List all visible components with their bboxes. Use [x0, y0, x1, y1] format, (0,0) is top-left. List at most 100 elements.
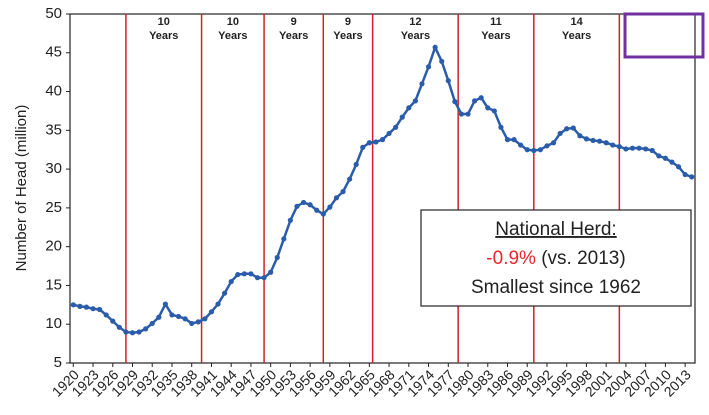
plot-frame — [69, 13, 696, 364]
annotation-comparison: (vs. 2013) — [536, 248, 626, 269]
data-point — [103, 312, 109, 318]
data-point — [682, 171, 688, 178]
data-point — [340, 189, 346, 195]
data-point — [649, 147, 655, 154]
annotation-box — [420, 209, 692, 307]
data-point — [97, 306, 103, 313]
data-point — [472, 98, 478, 104]
data-point — [452, 99, 458, 105]
data-point — [570, 125, 576, 131]
data-point — [597, 138, 603, 144]
data-point — [287, 217, 293, 223]
data-point — [583, 136, 590, 142]
data-point — [406, 105, 412, 111]
data-point — [261, 275, 267, 281]
y-tick-label: 40 — [45, 83, 62, 100]
data-point — [498, 124, 504, 130]
data-point — [629, 145, 636, 151]
y-tick-label: 5 — [54, 354, 62, 371]
data-point — [136, 329, 142, 335]
data-point — [656, 153, 662, 159]
data-point — [129, 330, 136, 336]
annotation-note: Smallest since 1962 — [471, 277, 641, 298]
cycle-years: 9 — [345, 16, 351, 28]
data-point — [281, 236, 287, 242]
annotation-change: -0.9% — [486, 248, 536, 269]
data-point — [333, 195, 340, 201]
data-point — [70, 302, 76, 308]
cycle-unit: Years — [333, 30, 362, 42]
data-point — [412, 98, 418, 104]
data-point — [235, 271, 241, 278]
data-point — [156, 314, 162, 320]
data-point — [636, 145, 642, 151]
cycle-unit: Years — [279, 30, 308, 42]
data-point — [577, 133, 583, 139]
data-point — [386, 130, 392, 137]
y-tick-label: 15 — [45, 276, 62, 293]
data-point — [248, 271, 254, 277]
data-point — [189, 320, 195, 327]
data-point — [511, 137, 517, 143]
data-point — [373, 139, 379, 145]
data-point — [689, 174, 695, 180]
y-axis-label: Number of Head (million) — [13, 105, 30, 272]
data-point — [162, 301, 168, 307]
data-point — [149, 320, 155, 327]
cycle-years: 14 — [570, 16, 583, 28]
y-tick-label: 10 — [45, 315, 62, 332]
data-point — [353, 161, 359, 168]
data-point — [143, 326, 149, 332]
y-tick-label: 45 — [45, 44, 62, 61]
cycle-unit: Years — [401, 30, 430, 42]
data-point — [294, 203, 300, 209]
data-point — [603, 140, 609, 146]
data-point — [215, 301, 221, 307]
data-point — [175, 313, 182, 320]
data-point — [425, 64, 432, 70]
cycle-years: 9 — [291, 16, 297, 28]
data-point — [228, 278, 234, 285]
data-point — [90, 306, 96, 312]
data-point — [366, 140, 372, 146]
data-point — [327, 204, 333, 210]
data-point — [379, 137, 386, 143]
data-point — [222, 290, 228, 296]
highlight-box — [623, 12, 705, 59]
cycle-years: 10 — [227, 16, 239, 28]
y-tick-label: 35 — [45, 121, 62, 138]
data-point — [531, 147, 537, 154]
data-point — [320, 211, 326, 217]
cycle-unit: Years — [562, 30, 591, 42]
data-point — [274, 254, 280, 261]
data-point — [491, 108, 497, 114]
data-point — [544, 143, 550, 149]
data-point — [83, 304, 90, 310]
y-tick-label: 25 — [45, 199, 62, 216]
data-point — [439, 58, 445, 64]
data-point — [77, 303, 83, 309]
data-point — [195, 319, 201, 325]
y-tick-label: 30 — [45, 160, 62, 177]
data-point — [169, 312, 175, 318]
data-point — [478, 95, 484, 101]
data-point — [110, 318, 116, 324]
data-point — [564, 126, 570, 132]
data-point — [314, 207, 320, 213]
data-point — [307, 202, 313, 208]
data-point — [268, 269, 274, 275]
cycle-unit: Years — [149, 30, 178, 42]
data-point — [504, 137, 511, 143]
data-point — [254, 275, 261, 281]
annotation-title: National Herd: — [495, 219, 616, 240]
data-point — [445, 78, 451, 84]
data-point — [518, 142, 524, 148]
data-point — [399, 114, 405, 120]
cycle-years: 12 — [409, 16, 421, 28]
data-point — [557, 130, 563, 137]
data-point — [537, 147, 543, 153]
data-point — [616, 144, 622, 150]
data-point — [300, 199, 307, 206]
data-point — [208, 309, 215, 315]
